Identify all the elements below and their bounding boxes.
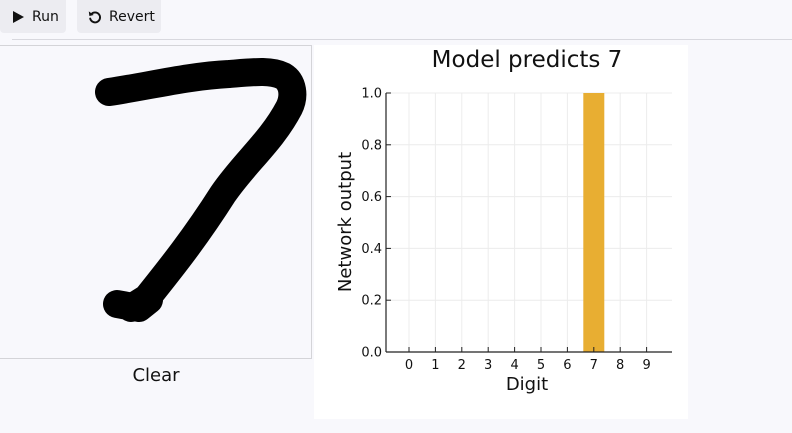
y-tick-label: 0.6 bbox=[361, 190, 382, 205]
y-tick-label: 0.8 bbox=[361, 138, 382, 153]
chart-title: Model predicts 7 bbox=[432, 47, 623, 73]
y-tick-label: 0.0 bbox=[361, 346, 382, 361]
bar-layer bbox=[583, 93, 605, 352]
x-tick-label: 1 bbox=[431, 358, 439, 373]
bar-digit-7 bbox=[583, 93, 605, 352]
prediction-chart: Model predicts 7 0.0 0.2 0.4 0.6 0.8 1.0 0 1 2 3 4… bbox=[314, 45, 688, 419]
x-tick-label: 2 bbox=[458, 358, 466, 373]
x-tick-label: 7 bbox=[590, 358, 598, 373]
run-button[interactable]: Run bbox=[0, 0, 66, 33]
x-tick-label: 6 bbox=[563, 358, 571, 373]
grid-layer bbox=[386, 92, 672, 353]
toolbar: Run Revert bbox=[0, 0, 792, 39]
play-icon bbox=[10, 9, 26, 25]
drawing-canvas[interactable] bbox=[0, 45, 312, 359]
y-tick-label: 0.4 bbox=[361, 242, 382, 257]
x-tick-label: 3 bbox=[484, 358, 492, 373]
axis-layer: 0.0 0.2 0.4 0.6 0.8 1.0 0 1 2 3 4 5 6 7 8 9 bbox=[361, 87, 672, 373]
y-tick-label: 1.0 bbox=[361, 87, 382, 102]
handwritten-digit-stroke bbox=[95, 58, 307, 322]
x-axis-label: Digit bbox=[506, 374, 548, 395]
revert-label: Revert bbox=[109, 8, 155, 25]
clear-button[interactable]: Clear bbox=[132, 365, 180, 386]
revert-button[interactable]: Revert bbox=[77, 0, 161, 33]
y-axis-label: Network output bbox=[335, 152, 356, 292]
x-tick-label: 9 bbox=[642, 358, 650, 373]
x-tick-label: 0 bbox=[405, 358, 413, 373]
x-tick-label: 5 bbox=[537, 358, 545, 373]
run-label: Run bbox=[32, 8, 59, 25]
y-tick-label: 0.2 bbox=[361, 294, 382, 309]
x-tick-label: 8 bbox=[616, 358, 624, 373]
undo-icon bbox=[87, 9, 103, 25]
x-tick-label: 4 bbox=[510, 358, 518, 373]
bar-chart: Model predicts 7 0.0 0.2 0.4 0.6 0.8 1.0 0 1 2 3 4… bbox=[335, 47, 672, 395]
toolbar-divider bbox=[12, 39, 792, 40]
